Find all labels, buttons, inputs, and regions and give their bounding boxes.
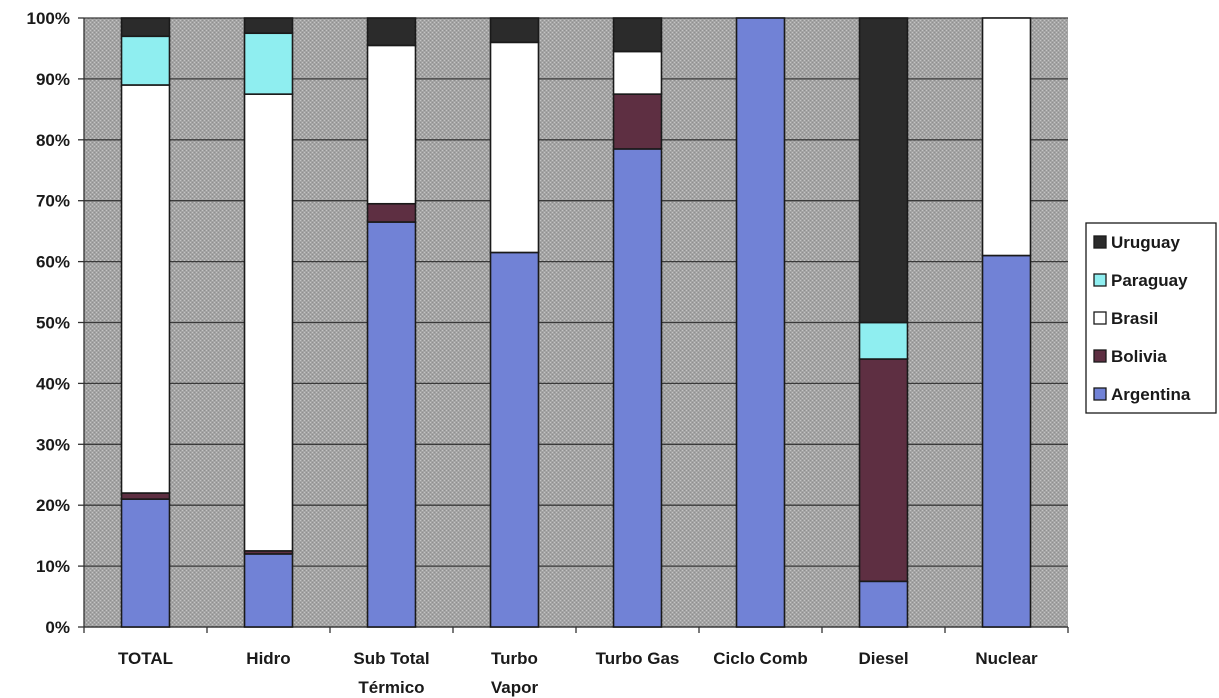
bar-segment-uruguay: [366, 17, 417, 47]
bar-segment-brasil: [120, 84, 171, 494]
x-tick-label: Turbo Vapor: [491, 649, 539, 697]
bar-segment-argentina: [120, 498, 171, 628]
bar-segment-paraguay: [858, 321, 909, 360]
bar-segment-argentina: [243, 553, 294, 628]
y-tick-label: 50%: [36, 314, 70, 333]
bar-segment-argentina: [612, 148, 663, 628]
x-tick-label: Ciclo Comb: [713, 649, 807, 668]
y-tick-label: 90%: [36, 70, 70, 89]
legend-swatch: [1093, 387, 1107, 401]
bar-segment-brasil: [981, 17, 1032, 257]
legend-label: Bolivia: [1111, 347, 1167, 366]
y-tick-label: 40%: [36, 374, 70, 393]
bar-segment-argentina: [366, 221, 417, 628]
x-tick-label: Hidro: [246, 649, 290, 668]
x-tick-label: Nuclear: [975, 649, 1038, 668]
legend-label: Argentina: [1111, 385, 1191, 404]
legend-label: Brasil: [1111, 309, 1158, 328]
bar-segment-argentina: [735, 17, 786, 628]
bar-segment-argentina: [858, 580, 909, 628]
bar-segment-paraguay: [243, 32, 294, 95]
y-tick-label: 80%: [36, 131, 70, 150]
y-tick-label: 60%: [36, 253, 70, 272]
bar-segment-brasil: [243, 93, 294, 552]
legend-swatch: [1093, 311, 1107, 325]
bar-segment-uruguay: [858, 17, 909, 324]
bar-segment-uruguay: [243, 17, 294, 35]
x-tick-label: Diesel: [858, 649, 908, 668]
y-tick-label: 10%: [36, 557, 70, 576]
x-tick-label: TOTAL: [118, 649, 173, 668]
bar-segment-uruguay: [489, 17, 540, 44]
legend-label: Uruguay: [1111, 233, 1181, 252]
legend: Uruguay Paraguay Brasil Bolivia Argentina: [1085, 222, 1217, 414]
y-tick-label: 70%: [36, 192, 70, 211]
y-tick-label: 30%: [36, 435, 70, 454]
bar-segment-argentina: [981, 254, 1032, 628]
plot-area: [84, 17, 1068, 628]
bar-segment-bolivia: [858, 358, 909, 583]
bar-segment-bolivia: [120, 492, 171, 500]
y-axis: 0% 10% 20% 30% 40% 50% 60% 70% 80% 90% 100%: [27, 9, 85, 637]
bar-segment-uruguay: [120, 17, 171, 38]
legend-box: [1085, 222, 1217, 414]
x-tick-label: Turbo Gas: [596, 649, 680, 668]
bars: [120, 17, 1032, 628]
legend-swatch: [1093, 273, 1107, 287]
bar-segment-bolivia: [366, 202, 417, 223]
bar-segment-bolivia: [612, 93, 663, 150]
bar-segment-brasil: [489, 41, 540, 254]
y-tick-label: 20%: [36, 496, 70, 515]
bar-segment-uruguay: [612, 17, 663, 53]
y-tick-label: 100%: [27, 9, 70, 28]
bar-segment-brasil: [612, 50, 663, 95]
legend-label: Paraguay: [1111, 271, 1188, 290]
legend-swatch: [1093, 349, 1107, 363]
bar-segment-brasil: [366, 44, 417, 205]
bar-segment-paraguay: [120, 35, 171, 86]
x-tick-label: Sub Total Térmico: [353, 649, 429, 697]
y-tick-label: 0%: [45, 618, 70, 637]
legend-swatch: [1093, 235, 1107, 249]
bar-segment-argentina: [489, 251, 540, 628]
x-axis: TOTAL Hidro Sub Total Térmico Turbo Vapor Turb…: [83, 626, 1069, 697]
